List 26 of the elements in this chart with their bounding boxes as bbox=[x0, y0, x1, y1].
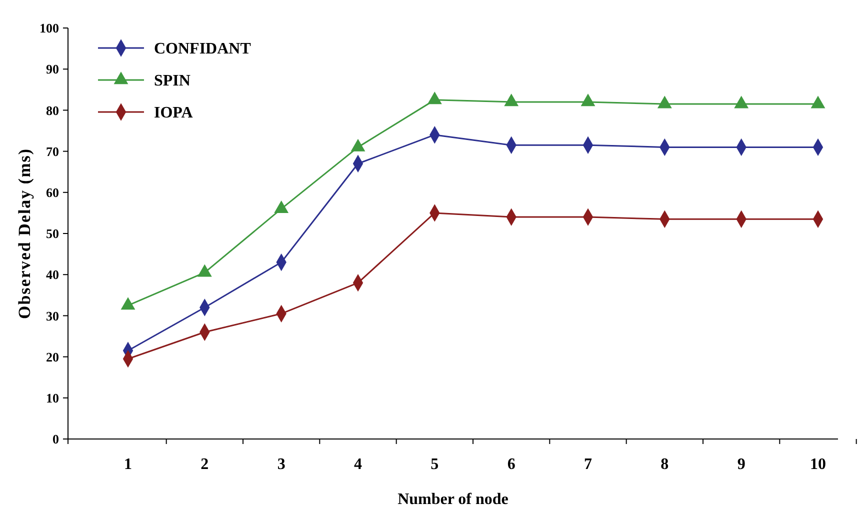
legend-label: IOPA bbox=[154, 104, 194, 122]
y-tick-label: 30 bbox=[46, 308, 59, 324]
y-tick-label: 100 bbox=[40, 20, 59, 36]
x-tick-label: 5 bbox=[430, 456, 439, 473]
legend-label: CONFIDANT bbox=[154, 40, 252, 58]
y-tick-label: 90 bbox=[46, 62, 59, 77]
x-tick-label: 10 bbox=[810, 456, 826, 473]
y-tick-label: 10 bbox=[46, 390, 59, 406]
x-tick-label: 7 bbox=[584, 456, 592, 473]
y-tick-label: 40 bbox=[46, 267, 59, 282]
y-tick-label: 70 bbox=[46, 144, 59, 159]
x-tick-label: 8 bbox=[660, 456, 669, 473]
x-tick-label: 1 bbox=[124, 456, 132, 473]
y-tick-label: 0 bbox=[52, 432, 59, 447]
x-tick-label: 3 bbox=[277, 456, 286, 473]
legend-label: SPIN bbox=[154, 72, 191, 90]
y-tick-label: 20 bbox=[46, 349, 59, 364]
y-tick-label: 50 bbox=[46, 226, 59, 242]
x-tick-label: 2 bbox=[200, 456, 209, 473]
y-axis-title: Observed Delay (ms) bbox=[15, 148, 34, 320]
x-tick-label: 4 bbox=[354, 456, 362, 473]
x-tick-label: 6 bbox=[507, 456, 516, 473]
y-tick-label: 60 bbox=[46, 184, 59, 200]
x-axis-title: Number of node bbox=[398, 491, 508, 508]
y-tick-label: 80 bbox=[46, 102, 59, 118]
x-tick-label: 9 bbox=[737, 456, 746, 473]
